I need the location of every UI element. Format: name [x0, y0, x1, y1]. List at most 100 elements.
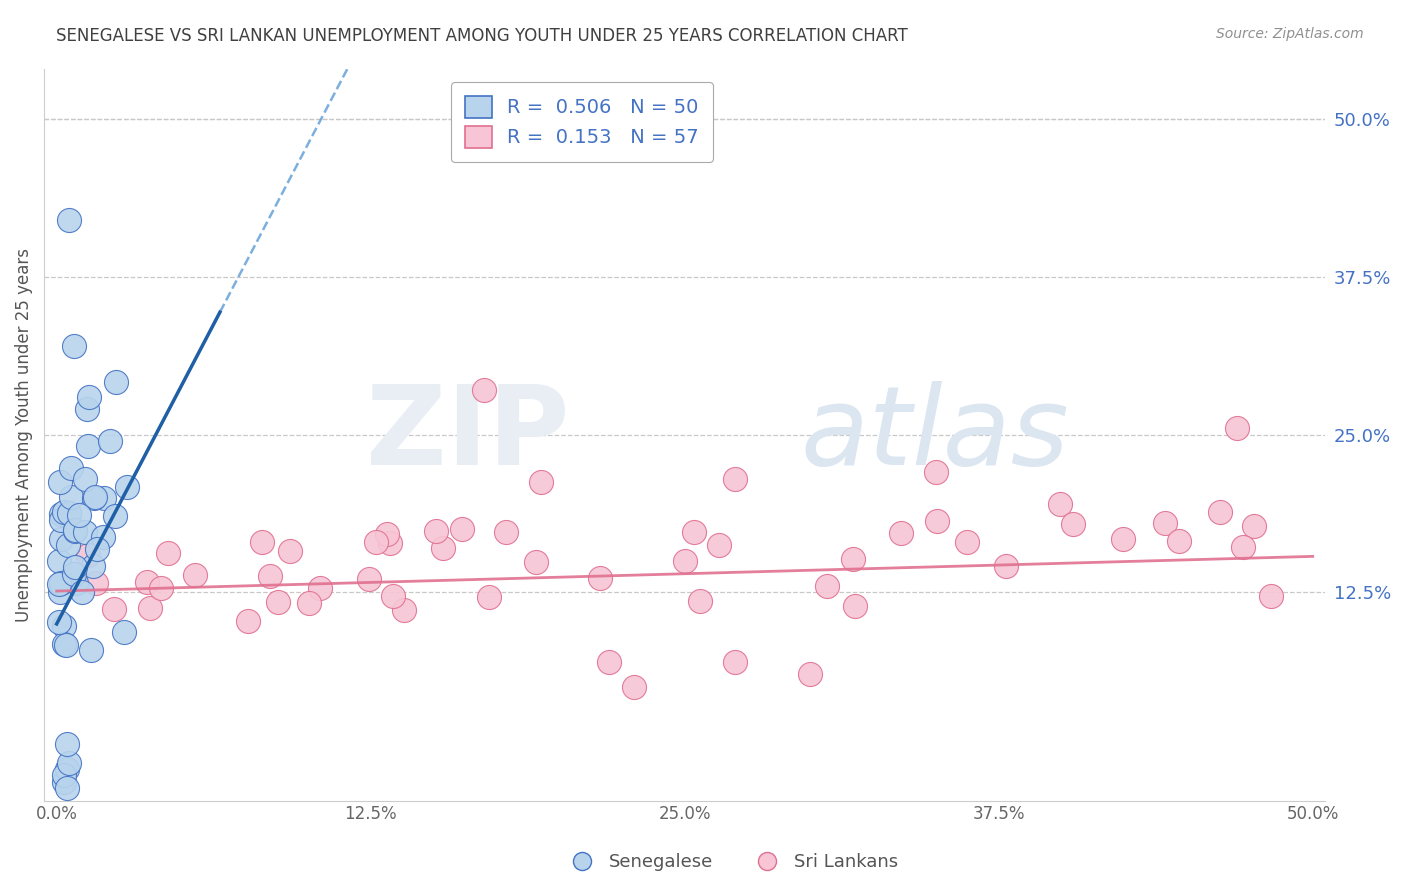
Point	[48, 554, 70, 568]
Point	[56, 538, 79, 552]
Point	[63, 567, 86, 582]
Point	[76, 439, 98, 453]
Point	[309, 581, 332, 595]
Point	[93, 491, 115, 505]
Point	[79, 390, 101, 404]
Point	[359, 572, 381, 586]
Point	[377, 527, 399, 541]
Point	[104, 509, 127, 524]
Point	[298, 596, 321, 610]
Point	[392, 603, 415, 617]
Point	[250, 535, 273, 549]
Point	[52, 505, 75, 519]
Point	[451, 522, 474, 536]
Point	[842, 551, 865, 566]
Point	[799, 667, 821, 681]
Point	[82, 558, 104, 573]
Point	[1154, 516, 1177, 530]
Point	[55, 762, 77, 776]
Point	[53, 774, 76, 789]
Point	[58, 506, 80, 520]
Point	[55, 737, 77, 751]
Point	[136, 574, 159, 589]
Point	[48, 585, 70, 599]
Point	[80, 643, 103, 657]
Point	[598, 655, 620, 669]
Point	[60, 572, 83, 586]
Text: ZIP: ZIP	[366, 381, 569, 488]
Point	[48, 615, 70, 630]
Point	[1168, 533, 1191, 548]
Point	[425, 524, 447, 538]
Point	[49, 475, 72, 490]
Point	[183, 568, 205, 582]
Point	[52, 637, 75, 651]
Point	[58, 213, 80, 227]
Point	[724, 472, 747, 486]
Point	[381, 590, 404, 604]
Point	[76, 402, 98, 417]
Point	[55, 780, 77, 795]
Point	[278, 544, 301, 558]
Point	[364, 534, 387, 549]
Point	[524, 555, 547, 569]
Point	[956, 535, 979, 549]
Point	[103, 602, 125, 616]
Point	[709, 538, 731, 552]
Point	[91, 530, 114, 544]
Point	[48, 577, 70, 591]
Point	[49, 513, 72, 527]
Point	[689, 594, 711, 608]
Point	[83, 491, 105, 505]
Point	[86, 542, 108, 557]
Point	[267, 595, 290, 609]
Point	[73, 524, 96, 539]
Point	[84, 575, 107, 590]
Point	[76, 548, 98, 562]
Point	[378, 535, 401, 549]
Point	[51, 532, 73, 546]
Point	[238, 614, 260, 628]
Point	[67, 508, 90, 523]
Point	[432, 541, 454, 555]
Point	[139, 600, 162, 615]
Point	[724, 655, 747, 669]
Point	[1062, 516, 1084, 531]
Point	[150, 581, 173, 595]
Y-axis label: Unemployment Among Youth under 25 years: Unemployment Among Youth under 25 years	[15, 248, 32, 622]
Point	[49, 507, 72, 521]
Legend: R =  0.506   N = 50, R =  0.153   N = 57: R = 0.506 N = 50, R = 0.153 N = 57	[451, 82, 713, 161]
Point	[65, 560, 87, 574]
Point	[98, 434, 121, 448]
Point	[815, 579, 838, 593]
Point	[530, 475, 553, 490]
Point	[673, 554, 696, 568]
Point	[995, 558, 1018, 573]
Point	[70, 585, 93, 599]
Point	[1049, 497, 1071, 511]
Legend: Senegalese, Sri Lankans: Senegalese, Sri Lankans	[557, 847, 905, 879]
Point	[1243, 519, 1265, 533]
Point	[1112, 532, 1135, 546]
Point	[472, 384, 495, 398]
Text: Source: ZipAtlas.com: Source: ZipAtlas.com	[1216, 27, 1364, 41]
Point	[844, 599, 866, 613]
Point	[889, 525, 911, 540]
Point	[84, 490, 107, 504]
Point	[59, 460, 82, 475]
Point	[58, 756, 80, 770]
Point	[112, 625, 135, 640]
Point	[259, 569, 281, 583]
Point	[1226, 421, 1249, 435]
Point	[60, 490, 83, 504]
Point	[63, 339, 86, 353]
Point	[65, 575, 87, 590]
Point	[63, 524, 86, 539]
Point	[73, 472, 96, 486]
Point	[1260, 589, 1282, 603]
Text: SENEGALESE VS SRI LANKAN UNEMPLOYMENT AMONG YOUTH UNDER 25 YEARS CORRELATION CHA: SENEGALESE VS SRI LANKAN UNEMPLOYMENT AM…	[56, 27, 908, 45]
Point	[53, 768, 76, 782]
Point	[105, 375, 128, 389]
Point	[1232, 541, 1254, 555]
Point	[49, 575, 72, 590]
